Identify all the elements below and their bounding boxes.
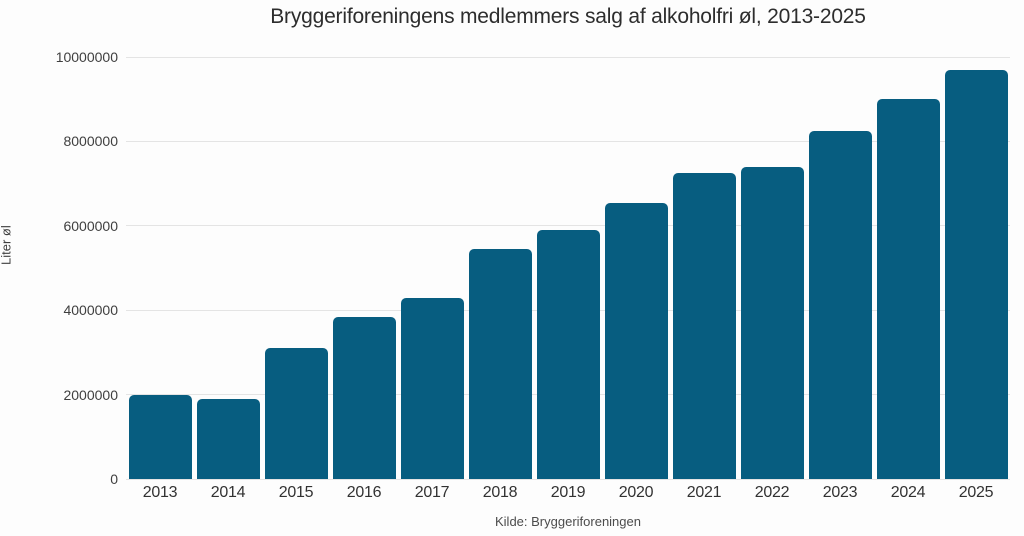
chart-title: Bryggeriforeningens medlemmers salg af a… xyxy=(270,5,866,28)
bar-2023[interactable] xyxy=(808,131,872,479)
x-tick-label-2020: 2020 xyxy=(618,484,654,501)
x-tick-label-2013: 2013 xyxy=(142,484,178,501)
bar-2014[interactable] xyxy=(196,399,260,479)
bar-2021[interactable] xyxy=(672,173,736,479)
y-tick-label-4000000: 4000000 xyxy=(63,302,118,319)
gridline-6000000 xyxy=(126,225,1010,227)
gridline-10000000 xyxy=(126,56,1010,58)
x-tick-label-2016: 2016 xyxy=(346,484,382,501)
bar-2015[interactable] xyxy=(264,348,328,479)
gridline-0 xyxy=(126,478,1010,480)
x-axis-ticks: 2013 2014 2015 2016 2017 2018 2019 2020 2021 2022… xyxy=(126,484,1010,504)
y-tick-label-6000000: 6000000 xyxy=(63,217,118,234)
y-tick-label-2000000: 2000000 xyxy=(63,386,118,403)
x-tick-label-2019: 2019 xyxy=(550,484,586,501)
bar-2013[interactable] xyxy=(128,395,192,479)
x-tick-label-2017: 2017 xyxy=(414,484,450,501)
bar-2025[interactable] xyxy=(944,70,1008,479)
bar-2020[interactable] xyxy=(604,203,668,479)
x-tick-label-2024: 2024 xyxy=(890,484,926,501)
bar-2022[interactable] xyxy=(740,167,804,479)
y-axis-ticks: 0 2000000 4000000 6000000 8000000 10000000 xyxy=(0,50,118,486)
source-note: Kilde: Bryggeriforeningen xyxy=(495,514,641,529)
x-tick-label-2025: 2025 xyxy=(958,484,994,501)
gridline-8000000 xyxy=(126,140,1010,142)
x-tick-label-2018: 2018 xyxy=(482,484,518,501)
plot-area xyxy=(126,56,1010,480)
y-tick-label-10000000: 10000000 xyxy=(55,49,118,65)
bar-2018[interactable] xyxy=(468,249,532,479)
bar-2024[interactable] xyxy=(876,99,940,479)
y-tick-label-8000000: 8000000 xyxy=(63,133,118,150)
x-tick-label-2015: 2015 xyxy=(278,484,314,501)
bar-2016[interactable] xyxy=(332,317,396,479)
x-tick-label-2023: 2023 xyxy=(822,484,858,501)
bar-2017[interactable] xyxy=(400,298,464,479)
x-tick-label-2014: 2014 xyxy=(210,484,246,501)
bar-2019[interactable] xyxy=(536,230,600,479)
y-tick-label-0: 0 xyxy=(110,471,118,487)
x-tick-label-2021: 2021 xyxy=(686,484,722,501)
x-tick-label-2022: 2022 xyxy=(754,484,790,501)
